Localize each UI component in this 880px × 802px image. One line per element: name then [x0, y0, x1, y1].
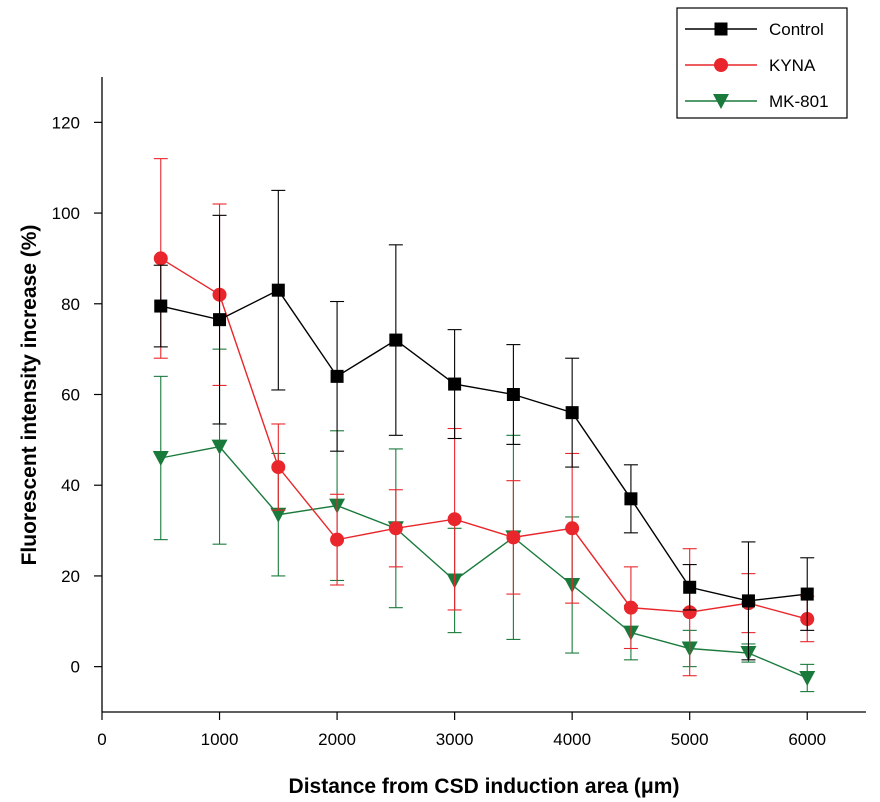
data-point-triangle [211, 439, 228, 455]
legend-box [676, 7, 848, 119]
x-tick-label: 6000 [788, 730, 826, 749]
data-point-square [683, 580, 697, 594]
series-line [160, 257, 808, 620]
y-tick-label: 80 [61, 295, 80, 314]
axes [101, 77, 866, 713]
y-tick-label: 120 [52, 113, 80, 132]
data-point-circle [565, 521, 580, 536]
x-tick-label: 0 [97, 730, 106, 749]
data-point-square [565, 406, 579, 420]
data-point-square [714, 22, 728, 36]
legend-item-kyna: KYNA [685, 56, 816, 75]
y-ticks: 0 20 40 60 80 100 120 [52, 113, 102, 677]
data-point-circle [271, 460, 286, 475]
y-tick-label: 100 [52, 204, 80, 223]
data-point-circle [682, 605, 697, 620]
data-point-square [330, 369, 344, 383]
data-point-circle [153, 251, 168, 266]
data-point-square [800, 587, 814, 601]
data-point-triangle [152, 451, 169, 466]
x-tick-label: 2000 [318, 730, 356, 749]
data-point-circle [623, 600, 638, 615]
series-control [153, 189, 815, 661]
legend-label: Control [769, 20, 824, 39]
y-tick-label: 20 [61, 567, 80, 586]
data-point-square [154, 299, 168, 313]
y-tick-label: 0 [71, 658, 80, 677]
y-tick-label: 40 [61, 476, 80, 495]
data-point-square [213, 313, 227, 327]
series-line [160, 289, 808, 602]
data-point-triangle [270, 507, 287, 523]
data-point-circle [388, 521, 403, 536]
legend: Control KYNA MK-801 [676, 7, 848, 119]
series-kyna [153, 158, 815, 677]
data-point-triangle [713, 94, 729, 109]
data-point-square [389, 333, 403, 347]
x-axis-label: Distance from CSD induction area (μm) [289, 775, 680, 798]
series-line [160, 445, 808, 679]
data-point-circle [447, 512, 462, 527]
series-mk-801 [152, 348, 816, 693]
legend-item-mk-801: MK-801 [685, 92, 829, 111]
legend-label: MK-801 [769, 92, 829, 111]
data-point-square [271, 283, 285, 297]
y-axis-label: Fluorescent intensity increase (%) [18, 225, 41, 566]
x-ticks: 0 1000 2000 3000 4000 5000 6000 [97, 712, 826, 749]
data-point-triangle [799, 670, 816, 686]
y-tick-label: 60 [61, 386, 80, 405]
data-point-square [741, 594, 755, 608]
x-tick-label: 5000 [671, 730, 709, 749]
plot-area [152, 158, 816, 693]
x-tick-label: 1000 [201, 730, 239, 749]
data-point-square [624, 492, 638, 506]
data-point-circle [714, 58, 728, 72]
x-tick-label: 3000 [436, 730, 474, 749]
data-point-circle [506, 530, 521, 545]
data-point-square [506, 388, 520, 401]
data-point-circle [330, 532, 345, 547]
legend-item-control: Control [685, 20, 824, 39]
x-tick-label: 4000 [553, 730, 591, 749]
data-point-square [448, 377, 462, 391]
legend-label: KYNA [769, 56, 816, 75]
